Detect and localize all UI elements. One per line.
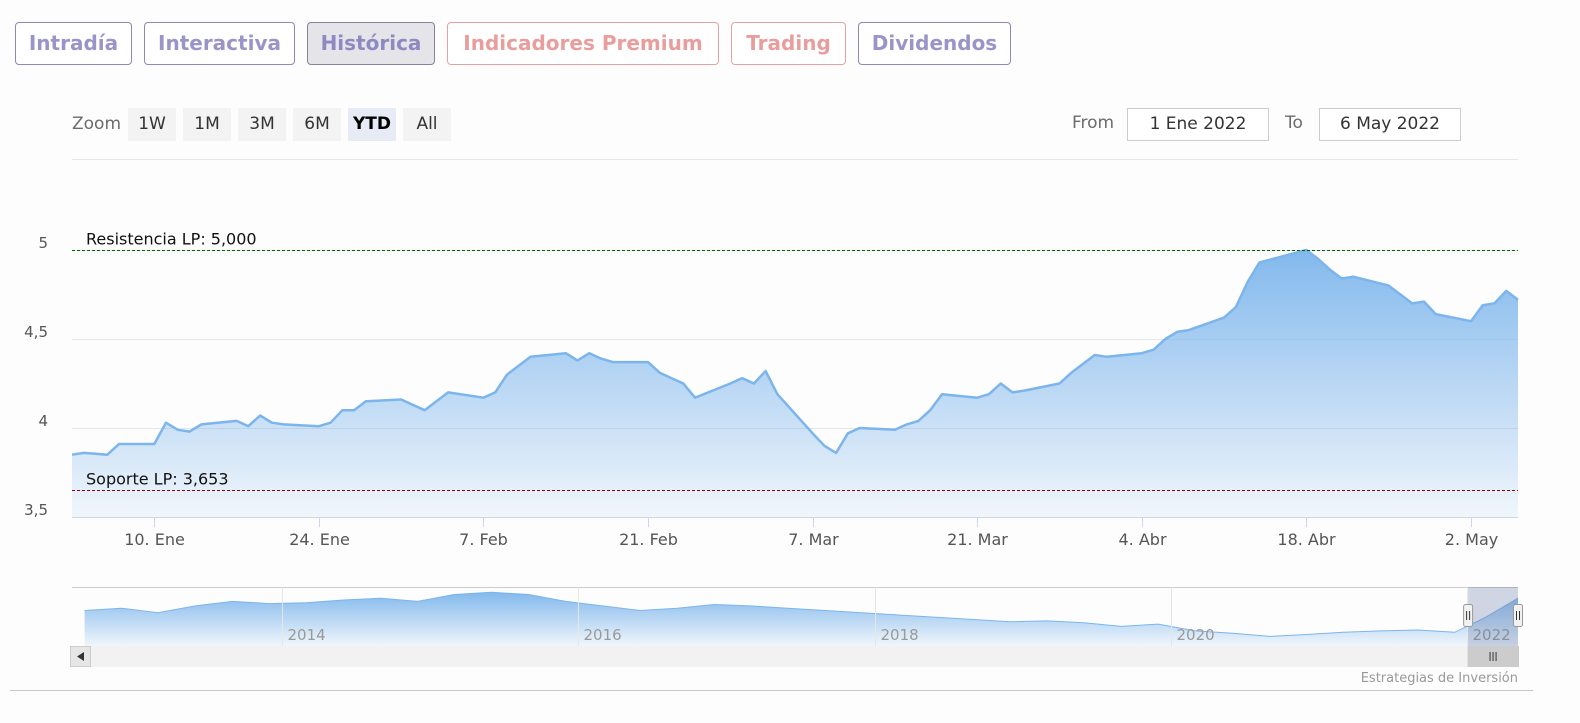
scrollbar-track: [70, 646, 1519, 667]
y-tick-label: 5: [38, 234, 48, 252]
price-series: [71, 248, 1519, 517]
navigator-tick-label: 2020: [1177, 626, 1215, 644]
x-tick-label: 2. May: [1445, 530, 1498, 549]
tab-dividendos[interactable]: Dividendos: [858, 22, 1011, 65]
navigator-line: [84, 591, 1519, 637]
tab-interactiva[interactable]: Interactiva: [144, 22, 295, 65]
tab-historica[interactable]: Histórica: [307, 22, 435, 65]
x-tick-label: 21. Feb: [619, 530, 678, 549]
scroll-left-arrow-icon: [77, 652, 84, 661]
scrollbar-right-button: [1498, 646, 1519, 667]
credits-label: Estrategias de Inversión: [1361, 671, 1518, 686]
navigator: 2014 2016 2018 2020 2022: [70, 587, 1523, 667]
zoom-1m-button[interactable]: 1M: [183, 108, 231, 141]
tab-indicadores-premium[interactable]: Indicadores Premium: [447, 22, 719, 65]
y-tick-label: 4,5: [24, 323, 48, 341]
scrollbar-left-button: [70, 646, 91, 667]
x-tick-label: 4. Abr: [1118, 530, 1166, 549]
range-from-input[interactable]: 1 Ene 2022: [1127, 108, 1269, 141]
y-tick-label: 4: [38, 412, 48, 430]
zoom-ytd-button[interactable]: YTD: [348, 108, 396, 141]
navigator-tick-label: 2016: [584, 626, 622, 644]
range-from-label: From: [1072, 113, 1115, 133]
x-tick-label: 10. Ene: [124, 530, 185, 549]
zoom-all-button[interactable]: All: [403, 108, 451, 141]
y-tick-label: 3,5: [24, 501, 48, 519]
navigator-right-handle: [1513, 604, 1523, 627]
x-tick-label: 21. Mar: [947, 530, 1008, 549]
range-to-label: To: [1285, 113, 1303, 133]
x-tick-label: 7. Mar: [788, 530, 839, 549]
y-axis: 5 4,5 4 3,5: [24, 234, 48, 519]
scrollbar-thumb: [1467, 646, 1519, 667]
tab-trading[interactable]: Trading: [731, 22, 846, 65]
x-tick-label: 24. Ene: [289, 530, 350, 549]
zoom-label: Zoom: [72, 114, 122, 134]
scroll-right-arrow-icon: [1505, 652, 1512, 661]
navigator-tick-label: 2014: [288, 626, 326, 644]
price-line: [71, 248, 1519, 456]
x-tick-label: 7. Feb: [459, 530, 508, 549]
plot-lines: Resistencia LP: 5,000 Soporte LP: 3,653: [72, 230, 1518, 491]
navigator-tick-label: 2022: [1473, 626, 1511, 644]
zoom-1w-button[interactable]: 1W: [128, 108, 176, 141]
range-to-input[interactable]: 6 May 2022: [1319, 108, 1461, 141]
grid-lines: [72, 250, 1518, 518]
zoom-3m-button[interactable]: 3M: [238, 108, 286, 141]
x-axis: 10. Ene 24. Ene 7. Feb 21. Feb 7. Mar 21. Mar…: [72, 517, 1518, 549]
support-line-label: Soporte LP: 3,653: [86, 470, 229, 489]
navigator-area: [84, 592, 1519, 646]
navigator-selection: [1468, 587, 1518, 646]
x-tick-label: 18. Abr: [1277, 530, 1336, 549]
price-area: [72, 250, 1518, 517]
tab-intradia[interactable]: Intradía: [15, 22, 132, 65]
resistance-line-label: Resistencia LP: 5,000: [86, 230, 257, 249]
navigator-tick-label: 2018: [881, 626, 919, 644]
zoom-6m-button[interactable]: 6M: [293, 108, 341, 141]
navigator-left-handle: [1463, 604, 1474, 627]
